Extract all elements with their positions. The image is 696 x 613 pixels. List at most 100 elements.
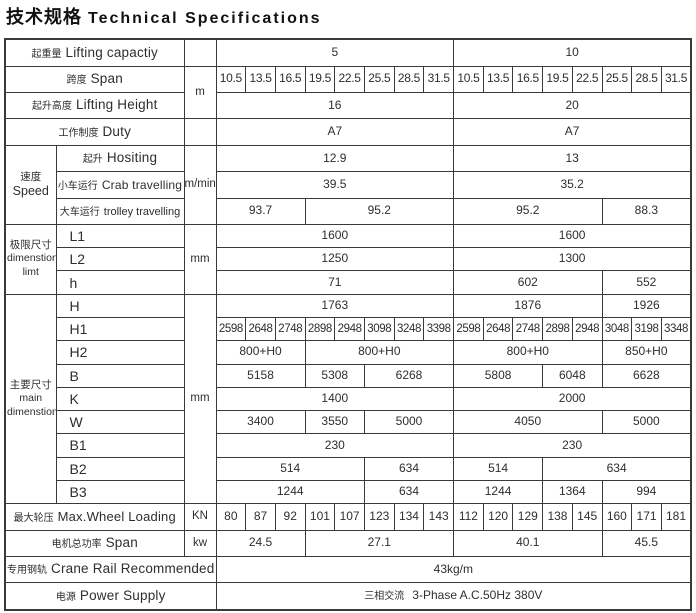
- cell-b3-4: 994: [601, 479, 692, 505]
- page-title-zh: 技术规格: [6, 7, 82, 27]
- cell-l1-1: 1600: [453, 223, 692, 249]
- label-en-speed-trolley: trolley travelling: [103, 206, 181, 219]
- cell-b3-1: 634: [363, 479, 455, 505]
- cell-val-lifting-capacity-0: 5: [331, 44, 339, 59]
- label-zh-speed-trolley: 大车运行: [59, 207, 100, 219]
- unit-duty: [183, 118, 217, 146]
- cell-val-lifting-capacity-1: 10: [565, 44, 579, 59]
- cell-val-wheel-loading-12: 145: [577, 508, 598, 523]
- cell-hcap-0: 1763: [215, 293, 455, 318]
- label-k: K: [55, 386, 185, 412]
- cell-val-wheel-loading-0: 80: [224, 508, 238, 523]
- row-h1: H1 2598 2648 2748 2898 2948 3098 3248 3398 2598 26…: [5, 316, 692, 342]
- cell-h1-11: 2898: [542, 316, 573, 342]
- cell-val-b-3: 5808: [484, 367, 512, 382]
- cell-wheel-loading-8: 112: [453, 503, 484, 531]
- cell-val-span-6: 28.5: [397, 71, 421, 86]
- cell-val-span-7: 31.5: [427, 71, 450, 86]
- cell-wheel-loading-14: 171: [631, 503, 662, 531]
- cell-val-wheel-loading-3: 101: [309, 508, 330, 523]
- cell-h1-14: 3198: [631, 316, 662, 342]
- cell-val-h2-0: 800+H0: [239, 344, 282, 359]
- cell-val-w-4: 5000: [632, 414, 660, 429]
- label-h2: H2: [55, 340, 185, 365]
- row-b: B 5158 5308 6268 5808 6048 6628: [5, 363, 692, 388]
- row-b1: B1 230 230: [5, 433, 692, 458]
- cell-duty-1: A7: [453, 118, 692, 146]
- page-title-en: Technical Specifications: [88, 10, 322, 27]
- cell-lifting-capacity-1: 10: [453, 38, 692, 67]
- cell-b3-3: 1364: [542, 479, 603, 505]
- cell-motor-power-3: 45.5: [601, 529, 692, 557]
- cell-val-wheel-loading-6: 134: [398, 508, 419, 523]
- cell-speed-hoisting-0: 12.9: [215, 144, 455, 173]
- row-power-supply: 电源 Power Supply 三相交流 3-Phase A.C.50Hz 380V: [4, 582, 692, 611]
- cell-val-speed-crab-0: 39.5: [323, 176, 347, 191]
- label-en-duty: Duty: [102, 123, 132, 139]
- row-motor-power: 电机总功率 Span kw 24.5 27.1 40.1 45.5: [4, 529, 692, 557]
- cell-w-0: 3400: [215, 410, 306, 435]
- cell-val-speed-trolley-0: 93.7: [248, 203, 273, 218]
- cell-val-b3-0: 1244: [276, 484, 304, 499]
- cell-val-b3-2: 1244: [484, 484, 512, 499]
- cell-k-1: 2000: [453, 386, 692, 412]
- cell-wheel-loading-7: 143: [423, 503, 455, 531]
- cell-val-h1-3: 2898: [307, 322, 332, 335]
- cell-b-4: 6048: [542, 363, 603, 388]
- row-b2: B2 514 634 514 634: [5, 456, 692, 481]
- cell-wheel-loading-0: 80: [215, 503, 247, 531]
- cell-h2-0: 800+H0: [215, 340, 306, 365]
- cell-val-h-0: 71: [328, 274, 342, 289]
- cell-hcap-1: 1876: [453, 293, 603, 318]
- label-wheel-loading: 最大轮压 Max.Wheel Loading: [4, 503, 185, 531]
- cell-val-h1-11: 2898: [545, 322, 570, 335]
- cell-val-b2-0: 514: [280, 460, 301, 475]
- group-label-zh: 速度: [20, 170, 42, 183]
- label-zh-crane-rail: 专用钢轨: [7, 565, 47, 577]
- cell-span-13: 25.5: [601, 65, 633, 93]
- cell-speed-crab-0: 39.5: [215, 171, 455, 199]
- group-label-dim-limit: 极限尺寸 dimenstion limt: [4, 223, 57, 295]
- cell-wheel-loading-2: 92: [274, 503, 306, 531]
- cell-val-wheel-loading-1: 87: [253, 508, 268, 523]
- cell-crane-rail-0: 43kg/m: [215, 555, 692, 584]
- row-k: K 1400 2000: [5, 386, 692, 412]
- cell-val-wheel-loading-15: 181: [666, 508, 687, 523]
- group-label-en: dimenstion limt: [7, 252, 56, 279]
- cell-wheel-loading-15: 181: [660, 503, 692, 531]
- spec-table-body: 起重量 Lifting capactiy 5 10 跨度 Span m 10.5 13.5 16.…: [4, 38, 692, 611]
- row-l1: 极限尺寸 dimenstion limt L1 mm 1600 1600: [4, 223, 692, 295]
- cell-val-speed-hoisting-0: 12.9: [323, 150, 347, 165]
- label-en-span: Span: [90, 71, 123, 87]
- label-zh-motor-power: 电机总功率: [51, 539, 102, 550]
- cell-val-b2-2: 514: [488, 460, 509, 475]
- cell-motor-power-1: 27.1: [304, 529, 455, 557]
- cell-val-span-2: 16.5: [279, 71, 302, 86]
- cell-h1-3: 2898: [304, 316, 336, 342]
- cell-val-h1-6: 3248: [396, 322, 421, 335]
- cell-span-6: 28.5: [393, 65, 425, 93]
- cell-val-duty-1: A7: [564, 124, 580, 139]
- cell-span-9: 13.5: [482, 65, 514, 93]
- cell-span-0: 10.5: [215, 65, 247, 93]
- unit-speed-hoisting: m/min: [183, 144, 217, 225]
- label-en-wheel-loading: Max.Wheel Loading: [57, 508, 176, 524]
- cell-span-11: 19.5: [542, 65, 573, 93]
- label-hcap: H: [55, 293, 185, 318]
- label-b: B: [55, 363, 185, 388]
- unit-wheel-loading: KN: [183, 503, 217, 531]
- cell-val-wheel-loading-9: 120: [488, 508, 509, 523]
- cell-power-supply-0: 三相交流 3-Phase A.C.50Hz 380V: [215, 582, 692, 611]
- cell-speed-trolley-2: 95.2: [453, 197, 603, 225]
- label-en-speed-crab: Crab travelling: [101, 177, 183, 192]
- cell-val-wheel-loading-2: 92: [283, 508, 297, 523]
- cell-b-0: 5158: [215, 363, 306, 388]
- row-h2: H2 800+H0 800+H0 800+H0 850+H0: [5, 340, 692, 365]
- cell-val-crane-rail-0: 43kg/m: [433, 561, 474, 576]
- cell-wheel-loading-13: 160: [601, 503, 633, 531]
- cell-val-b1-0: 230: [324, 437, 345, 452]
- cell-speed-trolley-3: 88.3: [601, 197, 692, 225]
- cell-val-span-1: 13.5: [249, 71, 272, 86]
